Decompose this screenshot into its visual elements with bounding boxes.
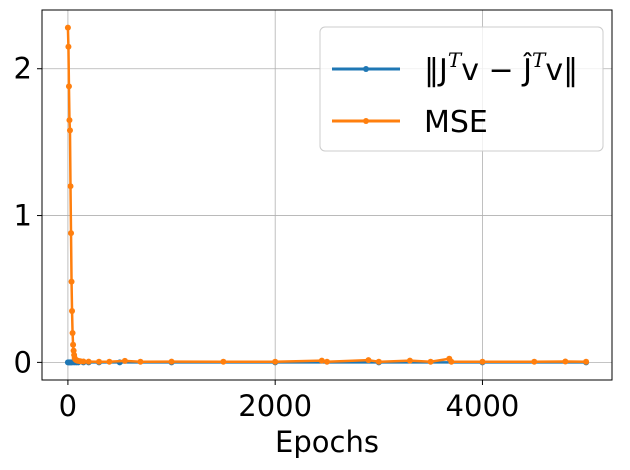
data-point <box>70 341 77 348</box>
data-point <box>80 358 87 365</box>
data-point <box>68 230 75 237</box>
data-point <box>121 357 128 364</box>
data-point <box>106 358 113 365</box>
y-tick-label: 1 <box>14 199 32 233</box>
x-axis-ticks: 0 2000 4000 <box>59 380 520 423</box>
legend-label-superscript: T <box>448 48 463 72</box>
legend-label-jacobian-error: ‖JTv − ĴTv‖ <box>424 48 578 88</box>
data-point <box>67 183 74 190</box>
data-point <box>427 358 434 365</box>
data-point <box>70 347 77 354</box>
data-point <box>137 358 144 365</box>
data-point <box>69 307 76 314</box>
data-point <box>318 357 325 364</box>
data-point <box>65 83 72 90</box>
data-point <box>562 358 569 365</box>
series-mse <box>64 24 590 365</box>
legend-entry-jacobian-error: ‖JTv − ĴTv‖ <box>332 48 578 88</box>
data-point <box>168 358 175 365</box>
legend-marker-mse <box>363 118 369 124</box>
data-point <box>66 117 73 124</box>
data-point <box>65 43 72 50</box>
legend-label-mse: MSE <box>424 105 488 140</box>
data-point <box>96 358 102 365</box>
data-point <box>324 358 330 365</box>
legend-label-superscript: T <box>532 48 547 72</box>
data-point <box>66 127 73 134</box>
legend-label-part: v − Ĵ <box>461 51 532 88</box>
legend-label-part: ‖J <box>424 53 448 88</box>
data-point <box>375 358 382 365</box>
data-point <box>272 358 279 365</box>
series-layer <box>64 24 590 366</box>
data-point <box>68 278 75 285</box>
data-point <box>365 357 372 364</box>
legend: ‖JTv − ĴTv‖ MSE <box>319 26 604 152</box>
legend-label-part: v‖ <box>545 53 578 88</box>
data-point <box>406 357 413 364</box>
y-tick-label: 0 <box>14 345 32 379</box>
data-point <box>583 358 590 365</box>
x-tick-label: 2000 <box>238 389 312 423</box>
x-tick-label: 4000 <box>446 389 520 423</box>
x-axis-label: Epochs <box>275 425 379 459</box>
legend-marker-jacobian-error <box>363 66 369 72</box>
data-point <box>85 358 92 365</box>
data-point <box>531 358 538 365</box>
data-point <box>479 358 486 365</box>
data-point <box>220 358 227 365</box>
plot-area-frame <box>41 9 613 381</box>
legend-entry-mse: MSE <box>332 105 488 140</box>
data-point <box>69 330 76 337</box>
y-tick-label: 2 <box>14 52 32 86</box>
data-point <box>448 358 455 365</box>
x-tick-label: 0 <box>59 389 77 423</box>
data-point <box>64 24 71 31</box>
y-axis-ticks: 0 1 2 <box>14 52 42 379</box>
